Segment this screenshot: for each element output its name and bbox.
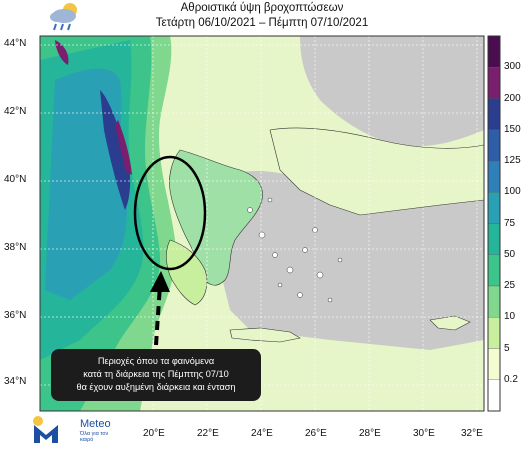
callout-arrow-head	[150, 271, 170, 292]
colorbar-label: 10	[504, 311, 516, 323]
colorbar-swatch	[487, 98, 501, 130]
lon-label-22: 22°E	[197, 428, 219, 439]
colorbar-label: 25	[504, 280, 516, 291]
cloud-sun-rain-icon	[50, 3, 77, 31]
colorbar-label: 50	[504, 248, 516, 260]
colorbar-label: 75	[504, 217, 516, 229]
rain-band-heavy	[100, 90, 131, 210]
annotation-line-1: Περιοχές όπου τα φαινόμενα	[97, 356, 215, 366]
colorbar-label: 300	[504, 61, 521, 73]
sea-no-rain-area	[220, 170, 484, 350]
lat-label-34: 34°N	[4, 376, 27, 387]
rain-spot-nw	[55, 40, 69, 65]
colorbar-swatch	[487, 379, 501, 412]
colorbar-swatch	[487, 67, 501, 99]
brand-name: Meteo	[80, 418, 111, 430]
brand-tagline: Όλα για τον καιρό	[80, 431, 109, 443]
lat-label-36: 36°N	[4, 310, 27, 321]
rain-band-extreme	[115, 120, 132, 175]
lat-label-44: 44°N	[4, 38, 27, 49]
annotation-line-2: κατά τη διάρκεια της Πέμπτης 07/10	[83, 369, 229, 379]
lon-label-20: 20°E	[143, 428, 165, 439]
land-greece	[169, 149, 263, 286]
colorbar-outline	[487, 35, 501, 412]
lon-label-26: 26°E	[305, 428, 327, 439]
map-title: Αθροιστικά ύψη βροχοπτώσεων	[180, 2, 344, 14]
colorbar-label: 200	[504, 92, 521, 104]
colorbar-label: 100	[504, 186, 521, 198]
colorbar-label: 5	[504, 342, 510, 354]
aegean-islands	[247, 197, 343, 303]
colorbar-label: 150	[504, 123, 521, 135]
colorbar-swatch	[487, 129, 501, 162]
callout-arrow-line	[154, 284, 162, 346]
land-crete	[229, 327, 301, 343]
colorbar-swatch	[487, 254, 501, 287]
colorbar-swatch	[487, 317, 501, 349]
colorbar-label: 0.2	[504, 373, 518, 385]
lon-label-32: 32°E	[461, 428, 483, 439]
colorbar-swatch	[487, 348, 501, 380]
meteo-m-logo	[33, 416, 58, 443]
colorbar-swatch	[487, 160, 501, 193]
colorbar-swatch	[487, 35, 501, 68]
annotation-callout: Περιοχές όπου τα φαινόμενα κατά τη διάρκ…	[51, 349, 261, 401]
colorbar-swatch	[487, 285, 501, 318]
map-frame	[39, 35, 485, 412]
colorbar-swatch	[487, 192, 501, 224]
lon-label-30: 30°E	[413, 428, 435, 439]
highlight-ellipse	[133, 155, 207, 271]
lat-label-42: 42°N	[4, 106, 27, 117]
lon-label-24: 24°E	[251, 428, 273, 439]
lat-label-38: 38°N	[4, 242, 27, 253]
colorbar	[487, 35, 501, 412]
land-cyprus	[429, 315, 471, 331]
lat-label-40: 40°N	[4, 174, 27, 185]
colorbar-swatch	[487, 223, 501, 255]
lon-label-28: 28°E	[359, 428, 381, 439]
black-sea-area	[300, 36, 484, 147]
land-turkey-west	[269, 127, 484, 216]
colorbar-label: 125	[504, 155, 521, 166]
map-title-block: Αθροιστικά ύψη βροχοπτώσεων Τετάρτη 06/1…	[0, 0, 524, 34]
annotation-line-3: θα έχουν αυξημένη διάρκεια και ένταση	[76, 382, 236, 392]
map-subtitle-dates: Τετάρτη 06/10/2021 – Πέμπτη 07/10/2021	[155, 17, 369, 29]
